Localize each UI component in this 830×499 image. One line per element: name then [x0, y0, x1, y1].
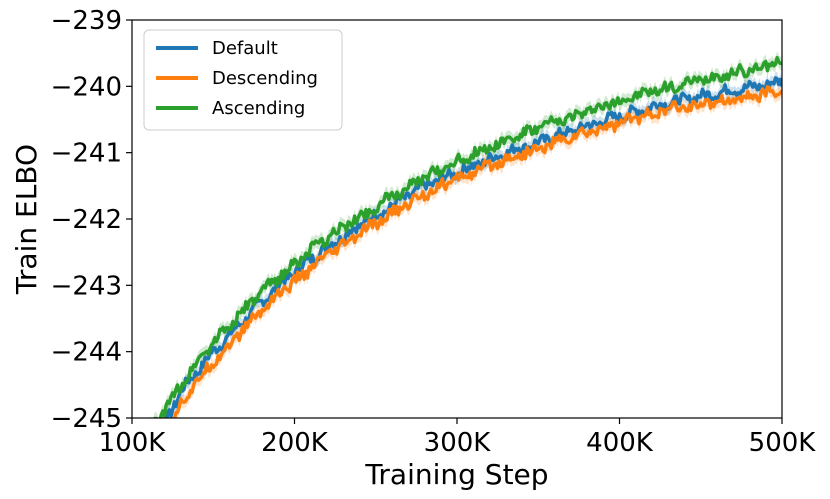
x-tick-label: 400K — [586, 428, 654, 458]
x-tick-label: 500K — [749, 428, 817, 458]
default-line — [165, 76, 782, 418]
descending-band — [167, 80, 782, 418]
x-tick-label: 100K — [99, 428, 167, 458]
y-axis-ticks: −245 −244 −243 −242 −241 −240 −239 — [51, 6, 132, 434]
ascending-line — [153, 55, 782, 418]
x-tick-label: 300K — [424, 428, 492, 458]
legend-label-descending: Descending — [212, 68, 318, 89]
legend-label-default: Default — [212, 38, 278, 59]
y-tick-label: −239 — [51, 6, 122, 36]
y-tick-label: −242 — [51, 205, 122, 235]
legend-label-ascending: Ascending — [212, 98, 305, 119]
y-tick-label: −240 — [51, 72, 122, 102]
y-axis-label: Train ELBO — [10, 144, 43, 295]
y-tick-label: −243 — [51, 271, 122, 301]
y-tick-label: −241 — [51, 139, 122, 169]
y-tick-label: −245 — [51, 404, 122, 434]
x-axis-label: Training Step — [364, 458, 548, 491]
y-tick-label: −244 — [51, 338, 122, 368]
x-axis-ticks: 100K 200K 300K 400K 500K — [99, 418, 817, 458]
series-lines — [153, 55, 782, 418]
legend-box — [143, 29, 343, 131]
descending-line — [172, 85, 782, 418]
legend: Default Descending Ascending — [143, 29, 343, 131]
x-tick-label: 200K — [261, 428, 329, 458]
